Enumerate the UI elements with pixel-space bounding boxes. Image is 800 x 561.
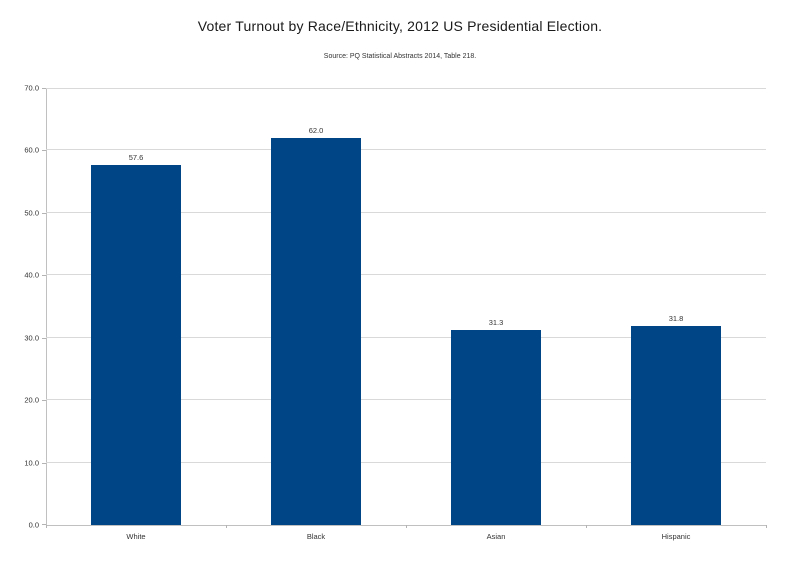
gridline-y-30.0 (46, 336, 766, 338)
plot-area: 0.0 10.0 20.0 30.0 40.0 50.0 60.0 70.0 57.6 White… (24, 84, 767, 541)
y-tick-label: 60.0 (24, 145, 39, 155)
bar-value-label-white: 57.6 (128, 153, 144, 163)
gridline-y-70.0 (46, 88, 766, 89)
y-tick-mark (42, 462, 46, 464)
bar-value-label-asian: 31.3 (488, 317, 504, 327)
gridline-y-40.0 (46, 274, 766, 276)
bar-white (91, 165, 181, 525)
y-axis-line (46, 88, 47, 525)
x-category-label-black: Black (306, 532, 326, 541)
y-tick-mark (42, 212, 46, 214)
x-category-label-asian: Asian (486, 532, 506, 541)
bar-value-label-hispanic: 31.8 (668, 314, 684, 324)
y-tick-label: 40.0 (24, 270, 39, 280)
y-tick-label: 10.0 (24, 458, 39, 468)
x-category-label-hispanic: Hispanic (661, 532, 691, 541)
gridline-y-10.0 (46, 461, 766, 463)
x-tick-mark (406, 525, 407, 528)
y-tick-label: 30.0 (24, 333, 39, 343)
bar-black (271, 137, 361, 525)
gridline-y-50.0 (46, 211, 766, 213)
chart-subtitle: Source: PQ Statistical Abstracts 2014, T… (323, 53, 477, 60)
x-tick-mark (766, 525, 767, 528)
y-tick-label: 20.0 (24, 395, 39, 405)
gridline-y-20.0 (46, 399, 766, 401)
y-tick-mark (42, 275, 46, 277)
y-tick-mark (42, 150, 46, 152)
gridline-y-60.0 (46, 149, 766, 151)
y-tick-mark (42, 337, 46, 339)
bar-asian (451, 329, 541, 525)
y-tick-label: 70.0 (24, 83, 39, 93)
x-tick-mark (226, 525, 227, 528)
x-category-label-white: White (126, 532, 146, 541)
chart-title: Voter Turnout by Race/Ethnicity, 2012 US… (197, 18, 603, 34)
x-tick-mark (586, 525, 587, 528)
bar-hispanic (631, 326, 721, 525)
y-tick-mark (42, 524, 46, 525)
y-tick-label: 50.0 (24, 208, 39, 218)
bar-value-label-black: 62.0 (308, 125, 324, 135)
y-tick-label: 0.0 (28, 520, 39, 530)
y-tick-mark (42, 88, 46, 89)
y-tick-mark (42, 400, 46, 402)
x-tick-mark (46, 525, 47, 528)
